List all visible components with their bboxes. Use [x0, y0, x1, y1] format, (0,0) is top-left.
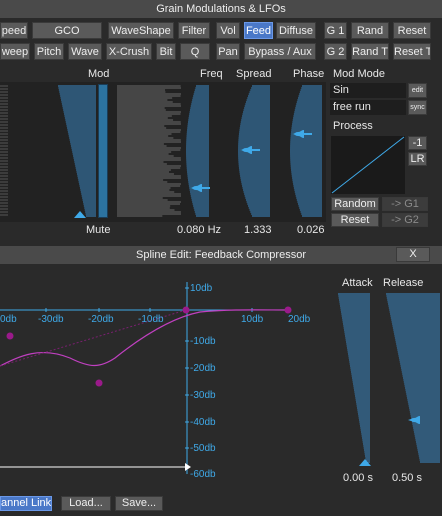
process-graph[interactable] — [331, 136, 405, 194]
mod-mode-title: Mod Mode — [333, 68, 385, 80]
y-tick-label: -60db — [190, 469, 216, 480]
mod-left-lines — [0, 85, 8, 216]
invert-button[interactable]: -1 — [408, 136, 427, 150]
y-tick-label: -50db — [190, 443, 216, 454]
lfo-display[interactable] — [0, 82, 326, 222]
tab-wave[interactable]: Wave — [68, 43, 102, 60]
lr-button[interactable]: LR — [408, 152, 427, 166]
button-g1[interactable]: G 1 — [324, 22, 347, 39]
x-tick-label: 0db — [0, 314, 17, 325]
spline-guide-line — [0, 309, 187, 367]
spline-title: Spline Edit: Feedback Compressor — [136, 249, 306, 261]
grain-mod-title: Grain Modulations & LFOs — [156, 3, 286, 15]
run-mode-select[interactable]: free run — [330, 100, 406, 115]
control-point[interactable] — [182, 306, 190, 314]
load-button[interactable]: Load... — [61, 496, 111, 511]
spread-slider[interactable] — [238, 85, 270, 217]
freq-slider[interactable] — [186, 85, 209, 217]
control-point[interactable] — [95, 379, 103, 387]
tab-speed[interactable]: peed — [0, 22, 28, 39]
mod-shape-bars — [117, 85, 181, 217]
button-g2[interactable]: G 2 — [324, 43, 347, 60]
process-reset-button[interactable]: Reset — [331, 213, 379, 227]
y-tick-label: -30db — [190, 390, 216, 401]
attack-label: Attack — [342, 277, 373, 289]
freq-marker[interactable] — [190, 184, 202, 192]
x-tick-label: -10db — [138, 314, 164, 325]
tab-vol[interactable]: Vol — [216, 22, 240, 39]
control-point[interactable] — [6, 332, 14, 340]
y-axis-ticks — [185, 287, 189, 449]
tab-x-crush[interactable]: X-Crush — [106, 43, 152, 60]
release-value: 0.50 s — [392, 472, 422, 484]
sync-button[interactable]: sync — [408, 100, 427, 115]
attack-slider[interactable] — [338, 293, 370, 463]
spread-value: 1.333 — [244, 224, 272, 236]
y-tick-label: -40db — [190, 417, 216, 428]
tab-q[interactable]: Q — [180, 43, 210, 60]
tab-filter[interactable]: Filter — [178, 22, 210, 39]
close-button[interactable]: X — [396, 247, 430, 262]
tab-bit[interactable]: Bit — [156, 43, 176, 60]
axis-arrow-icon — [185, 463, 191, 471]
x-tick-label: 10db — [241, 314, 264, 325]
tab-bypass-aux[interactable]: Bypass / Aux — [244, 43, 316, 60]
attack-value: 0.00 s — [343, 472, 373, 484]
y-tick-label: 10db — [190, 283, 213, 294]
phase-value: 0.026 — [297, 224, 325, 236]
phase-marker[interactable] — [292, 130, 304, 138]
mod-triangle-marker[interactable] — [74, 211, 86, 218]
spread-marker[interactable] — [240, 146, 252, 154]
tab-gco[interactable]: GCO — [32, 22, 102, 39]
button-reset[interactable]: Reset — [393, 22, 431, 39]
to-g2-button[interactable]: -> G2 — [382, 213, 428, 227]
tab-waveshape[interactable]: WaveShape — [108, 22, 174, 39]
y-tick-label: -20db — [190, 363, 216, 374]
waveform-select[interactable]: Sin — [330, 83, 406, 98]
x-tick-label: -20db — [88, 314, 114, 325]
tab-sweep[interactable]: weep — [0, 43, 30, 60]
save-button[interactable]: Save... — [115, 496, 163, 511]
y-tick-label: -10db — [190, 336, 216, 347]
random-button[interactable]: Random — [331, 197, 379, 211]
button-reset-t[interactable]: Reset T — [393, 43, 431, 60]
attack-marker[interactable] — [359, 459, 371, 466]
mod-wedge — [58, 85, 96, 217]
mod-slider[interactable] — [99, 85, 107, 217]
spline-title-bar: Spline Edit: Feedback Compressor — [0, 246, 442, 264]
phase-slider[interactable] — [290, 85, 322, 217]
tab-pan[interactable]: Pan — [216, 43, 240, 60]
phase-label: Phase — [293, 68, 325, 80]
mod-label: Mod — [88, 68, 110, 80]
channel-link-button[interactable]: annel Link — [0, 496, 52, 511]
grain-mod-title-bar: Grain Modulations & LFOs — [0, 0, 442, 18]
attack-release-display — [338, 293, 440, 466]
release-marker[interactable] — [408, 416, 420, 424]
freq-value: 0.080 Hz — [177, 224, 222, 236]
button-rand[interactable]: Rand — [351, 22, 389, 39]
tab-diffuse[interactable]: Diffuse — [276, 22, 316, 39]
x-tick-label: 20db — [288, 314, 311, 325]
run-mode-value: free run — [333, 101, 371, 113]
spline-curve[interactable] — [0, 309, 291, 367]
control-point[interactable] — [284, 306, 292, 314]
tab-feed[interactable]: Feed — [244, 22, 273, 39]
freq-label: Freq — [200, 68, 223, 80]
spread-label: Spread — [236, 68, 272, 80]
panel-divider — [0, 240, 442, 248]
button-rand-t[interactable]: Rand T — [351, 43, 389, 60]
spline-graph[interactable] — [0, 268, 330, 480]
edit-button[interactable]: edit — [408, 83, 427, 98]
waveform-value: Sin — [333, 84, 349, 96]
to-g1-button[interactable]: -> G1 — [382, 197, 428, 211]
release-label: Release — [383, 277, 424, 289]
mute-label[interactable]: Mute — [86, 224, 111, 236]
process-title: Process — [333, 120, 373, 132]
tab-pitch[interactable]: Pitch — [34, 43, 64, 60]
x-tick-label: -30db — [38, 314, 64, 325]
release-slider[interactable] — [386, 293, 440, 463]
